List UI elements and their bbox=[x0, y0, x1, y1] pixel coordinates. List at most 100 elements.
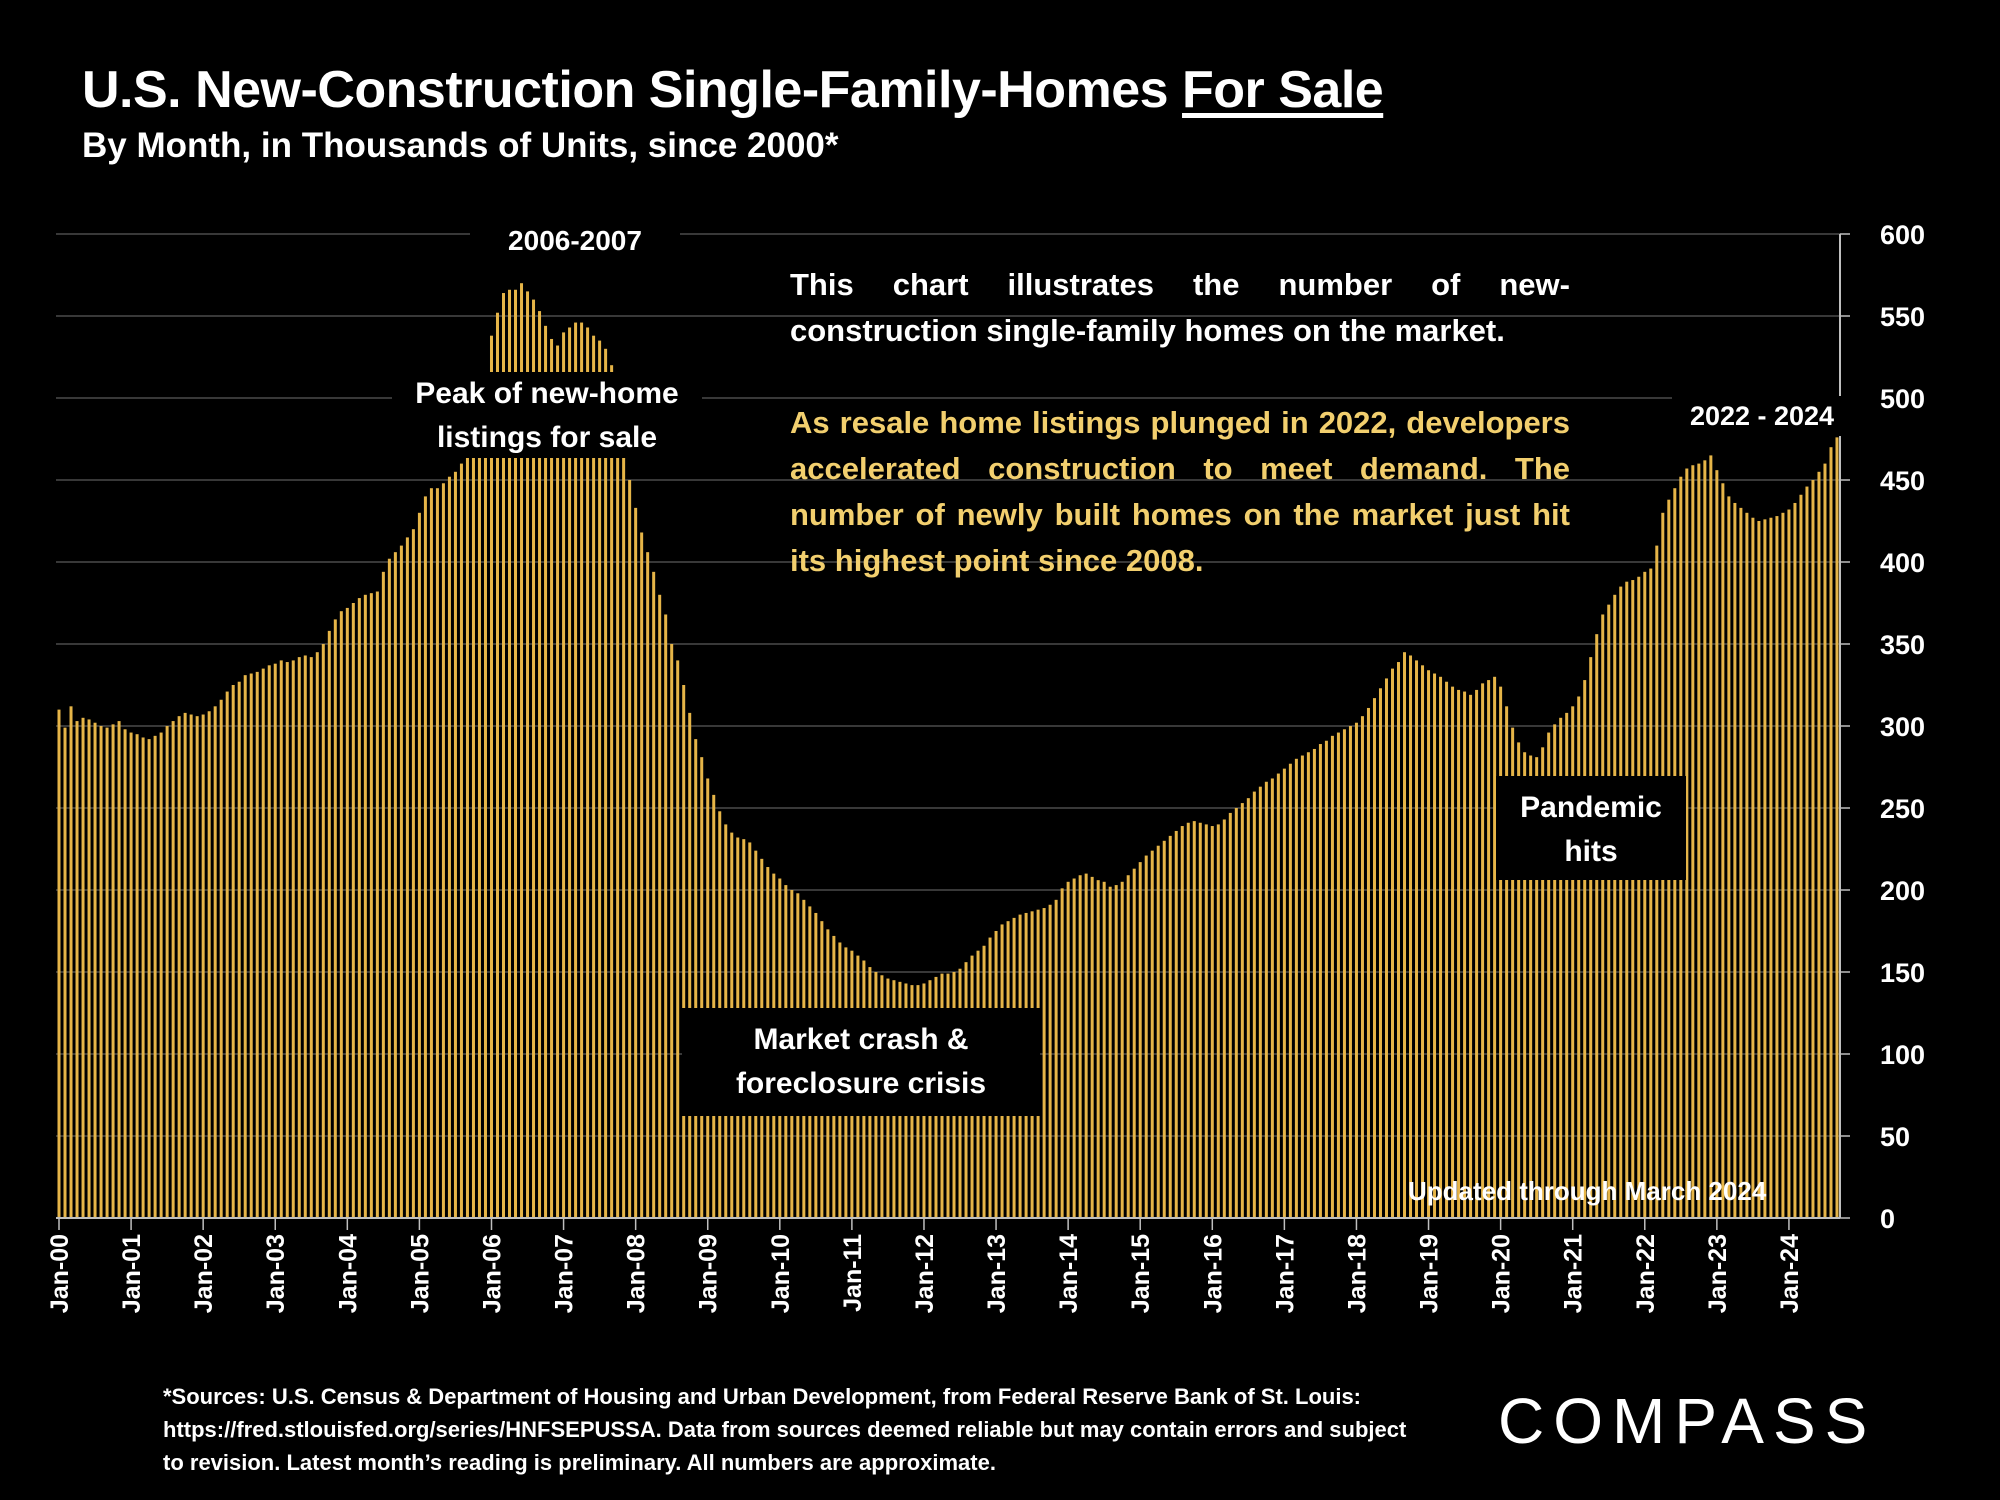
bar bbox=[1156, 845, 1160, 1218]
x-tick-label: Jan-19 bbox=[1416, 1234, 1444, 1313]
bar bbox=[483, 381, 487, 1219]
bar bbox=[183, 712, 187, 1218]
y-tick-label: 300 bbox=[1880, 712, 1925, 742]
bar bbox=[303, 655, 307, 1218]
recent-years-text: 2022 - 2024 bbox=[1689, 401, 1835, 431]
bar bbox=[1583, 680, 1587, 1218]
y-tick-label: 400 bbox=[1880, 548, 1925, 578]
bar bbox=[1433, 673, 1437, 1218]
bar bbox=[255, 671, 259, 1218]
bar bbox=[453, 471, 457, 1218]
bar bbox=[339, 611, 343, 1218]
bar bbox=[135, 734, 139, 1218]
bar bbox=[471, 430, 475, 1218]
bar bbox=[634, 507, 638, 1218]
bar bbox=[670, 644, 674, 1218]
bar bbox=[640, 532, 644, 1218]
bar bbox=[1054, 899, 1058, 1218]
peak-annotation-line1: Peak of new-home bbox=[415, 377, 679, 410]
bar bbox=[1409, 655, 1413, 1218]
bar bbox=[574, 322, 578, 1218]
bar bbox=[1637, 576, 1641, 1218]
y-tick-label: 550 bbox=[1880, 302, 1925, 332]
bar bbox=[1529, 755, 1533, 1218]
bar bbox=[706, 778, 710, 1218]
bar bbox=[1072, 878, 1076, 1218]
bar bbox=[417, 512, 421, 1218]
pandemic-annotation-line2: hits bbox=[1564, 835, 1618, 868]
y-tick-label: 450 bbox=[1880, 466, 1925, 496]
bar bbox=[592, 335, 596, 1218]
bar bbox=[1607, 604, 1611, 1218]
bar bbox=[315, 652, 319, 1218]
bar bbox=[195, 716, 199, 1218]
y-tick-label: 500 bbox=[1880, 384, 1925, 414]
bar bbox=[1372, 698, 1376, 1218]
bar bbox=[1823, 463, 1827, 1219]
bar bbox=[267, 665, 271, 1218]
bar bbox=[1589, 657, 1593, 1218]
bar bbox=[514, 289, 518, 1218]
x-tick-labels: Jan-00 Jan-01 Jan-02 Jan-03 Jan-04 Jan-05 Jan-… bbox=[46, 1234, 1804, 1313]
bar bbox=[1168, 835, 1172, 1218]
bar bbox=[117, 721, 121, 1218]
peak-years-label: 2006-2007 bbox=[470, 218, 680, 264]
bar bbox=[399, 545, 403, 1218]
bar bbox=[1384, 678, 1388, 1218]
bar bbox=[1306, 752, 1310, 1218]
bar bbox=[249, 673, 253, 1218]
bar bbox=[327, 630, 331, 1218]
bar bbox=[1691, 465, 1695, 1218]
bar bbox=[57, 709, 61, 1218]
peak-years-text: 2006-2007 bbox=[508, 225, 642, 256]
bar bbox=[1445, 681, 1449, 1218]
bar bbox=[1523, 752, 1527, 1218]
chart-title-underlined: For Sale bbox=[1182, 61, 1384, 119]
bar bbox=[99, 726, 103, 1218]
y-tick-label: 150 bbox=[1880, 958, 1925, 988]
bar bbox=[87, 719, 91, 1218]
bar bbox=[562, 332, 566, 1218]
bar bbox=[297, 657, 301, 1218]
bar bbox=[1192, 821, 1196, 1218]
x-tick-label: Jan-08 bbox=[623, 1234, 651, 1313]
bar bbox=[81, 717, 85, 1218]
bar bbox=[1366, 707, 1370, 1218]
y-tick-labels: 0 50 100 150 200 250 300 350 400 450 500 550 600 bbox=[1880, 220, 1925, 1234]
bar bbox=[664, 614, 668, 1218]
bar bbox=[1114, 885, 1118, 1218]
bar bbox=[646, 552, 650, 1218]
bar bbox=[291, 660, 295, 1218]
bar bbox=[1697, 463, 1701, 1219]
bar bbox=[201, 714, 205, 1218]
bar bbox=[1811, 480, 1815, 1218]
bar bbox=[1132, 868, 1136, 1218]
bar bbox=[1439, 676, 1443, 1218]
bar bbox=[1042, 908, 1046, 1218]
bar bbox=[1078, 875, 1082, 1218]
bar bbox=[1745, 512, 1749, 1218]
bar bbox=[189, 714, 193, 1218]
bar bbox=[1787, 509, 1791, 1218]
bar bbox=[357, 598, 361, 1218]
bar bbox=[1601, 614, 1605, 1218]
bar bbox=[1354, 722, 1358, 1218]
bar bbox=[1252, 791, 1256, 1218]
x-tick-label: Jan-12 bbox=[911, 1234, 939, 1313]
y-tick-label: 350 bbox=[1880, 630, 1925, 660]
bar bbox=[1397, 662, 1400, 1218]
description-paragraph-1: This chart illustrates the number of new… bbox=[790, 267, 1570, 348]
y-tick-label: 50 bbox=[1880, 1122, 1910, 1152]
bar bbox=[171, 721, 175, 1218]
bar bbox=[580, 322, 584, 1218]
bar bbox=[1084, 873, 1088, 1218]
bar bbox=[231, 685, 235, 1218]
bar bbox=[508, 289, 512, 1218]
x-tick-label: Jan-16 bbox=[1199, 1234, 1227, 1313]
bar bbox=[375, 591, 379, 1218]
bar bbox=[1721, 483, 1725, 1218]
x-tick-label: Jan-07 bbox=[551, 1234, 579, 1313]
compass-logo-text: COMPASS bbox=[1498, 1385, 1877, 1457]
bar bbox=[285, 662, 289, 1218]
bar bbox=[441, 483, 445, 1218]
